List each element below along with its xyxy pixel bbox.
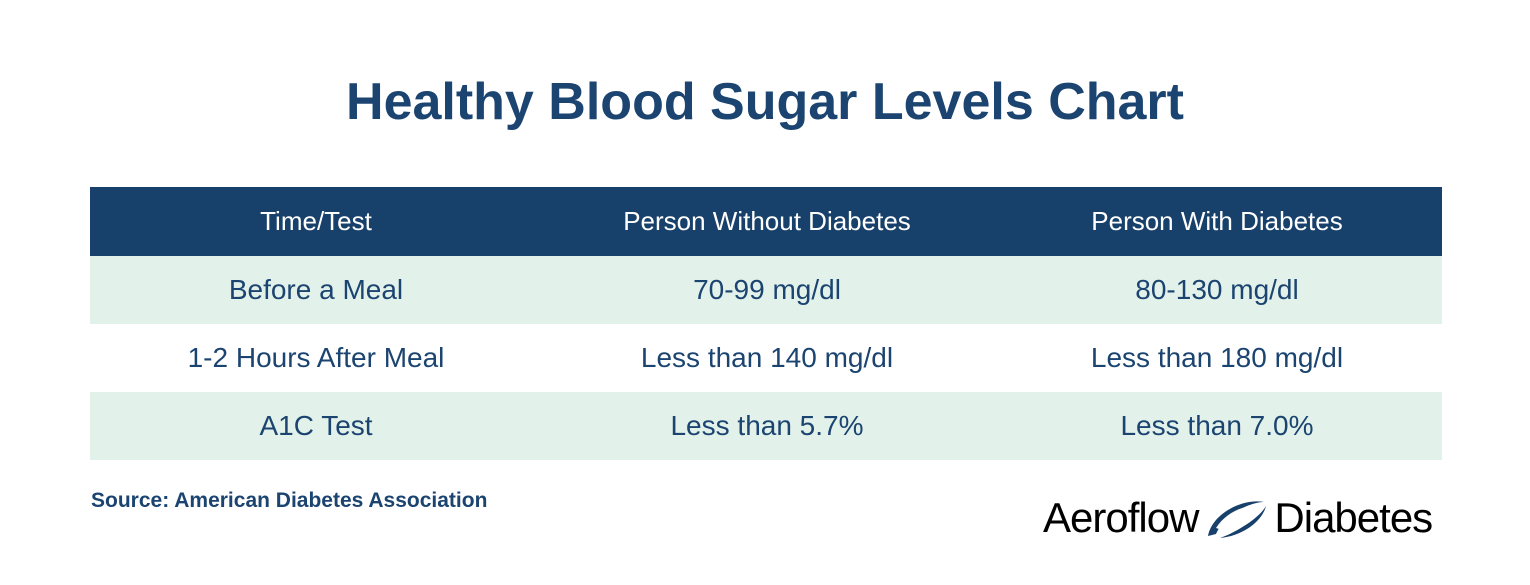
table-cell: Before a Meal [228, 274, 404, 305]
table-row: Before a Meal 70-99 mg/dl 80-130 mg/dl [90, 256, 1442, 324]
header-cell-without-diabetes: Person Without Diabetes [623, 206, 911, 236]
table-cell: Less than 180 mg/dl [1090, 342, 1344, 373]
blood-sugar-table: Time/Test Person Without Diabetes Person… [90, 187, 1442, 460]
table-cell: 80-130 mg/dl [1135, 274, 1299, 305]
table-row: A1C Test Less than 5.7% Less than 7.0% [90, 392, 1442, 460]
table-cell: 1-2 Hours After Meal [187, 342, 445, 373]
table-cell: Less than 5.7% [670, 410, 864, 441]
table-cell: Less than 7.0% [1120, 410, 1314, 441]
logo-word-left: Aeroflow [1043, 494, 1199, 541]
swoosh-icon [1208, 501, 1267, 538]
table-cell: A1C Test [259, 410, 373, 441]
header-cell-with-diabetes: Person With Diabetes [1091, 206, 1343, 236]
source-note: Source: American Diabetes Association [91, 489, 488, 512]
table-header-row: Time/Test Person Without Diabetes Person… [90, 187, 1442, 256]
page-title: Healthy Blood Sugar Levels Chart [346, 73, 1184, 131]
table-cell: 70-99 mg/dl [693, 274, 841, 305]
table-cell: Less than 140 mg/dl [640, 342, 894, 373]
table-row: 1-2 Hours After Meal Less than 140 mg/dl… [90, 324, 1442, 392]
aeroflow-diabetes-logo: Aeroflow Diabetes [1043, 494, 1433, 542]
header-cell-time-test: Time/Test [260, 206, 372, 236]
logo-word-right: Diabetes [1274, 494, 1433, 541]
